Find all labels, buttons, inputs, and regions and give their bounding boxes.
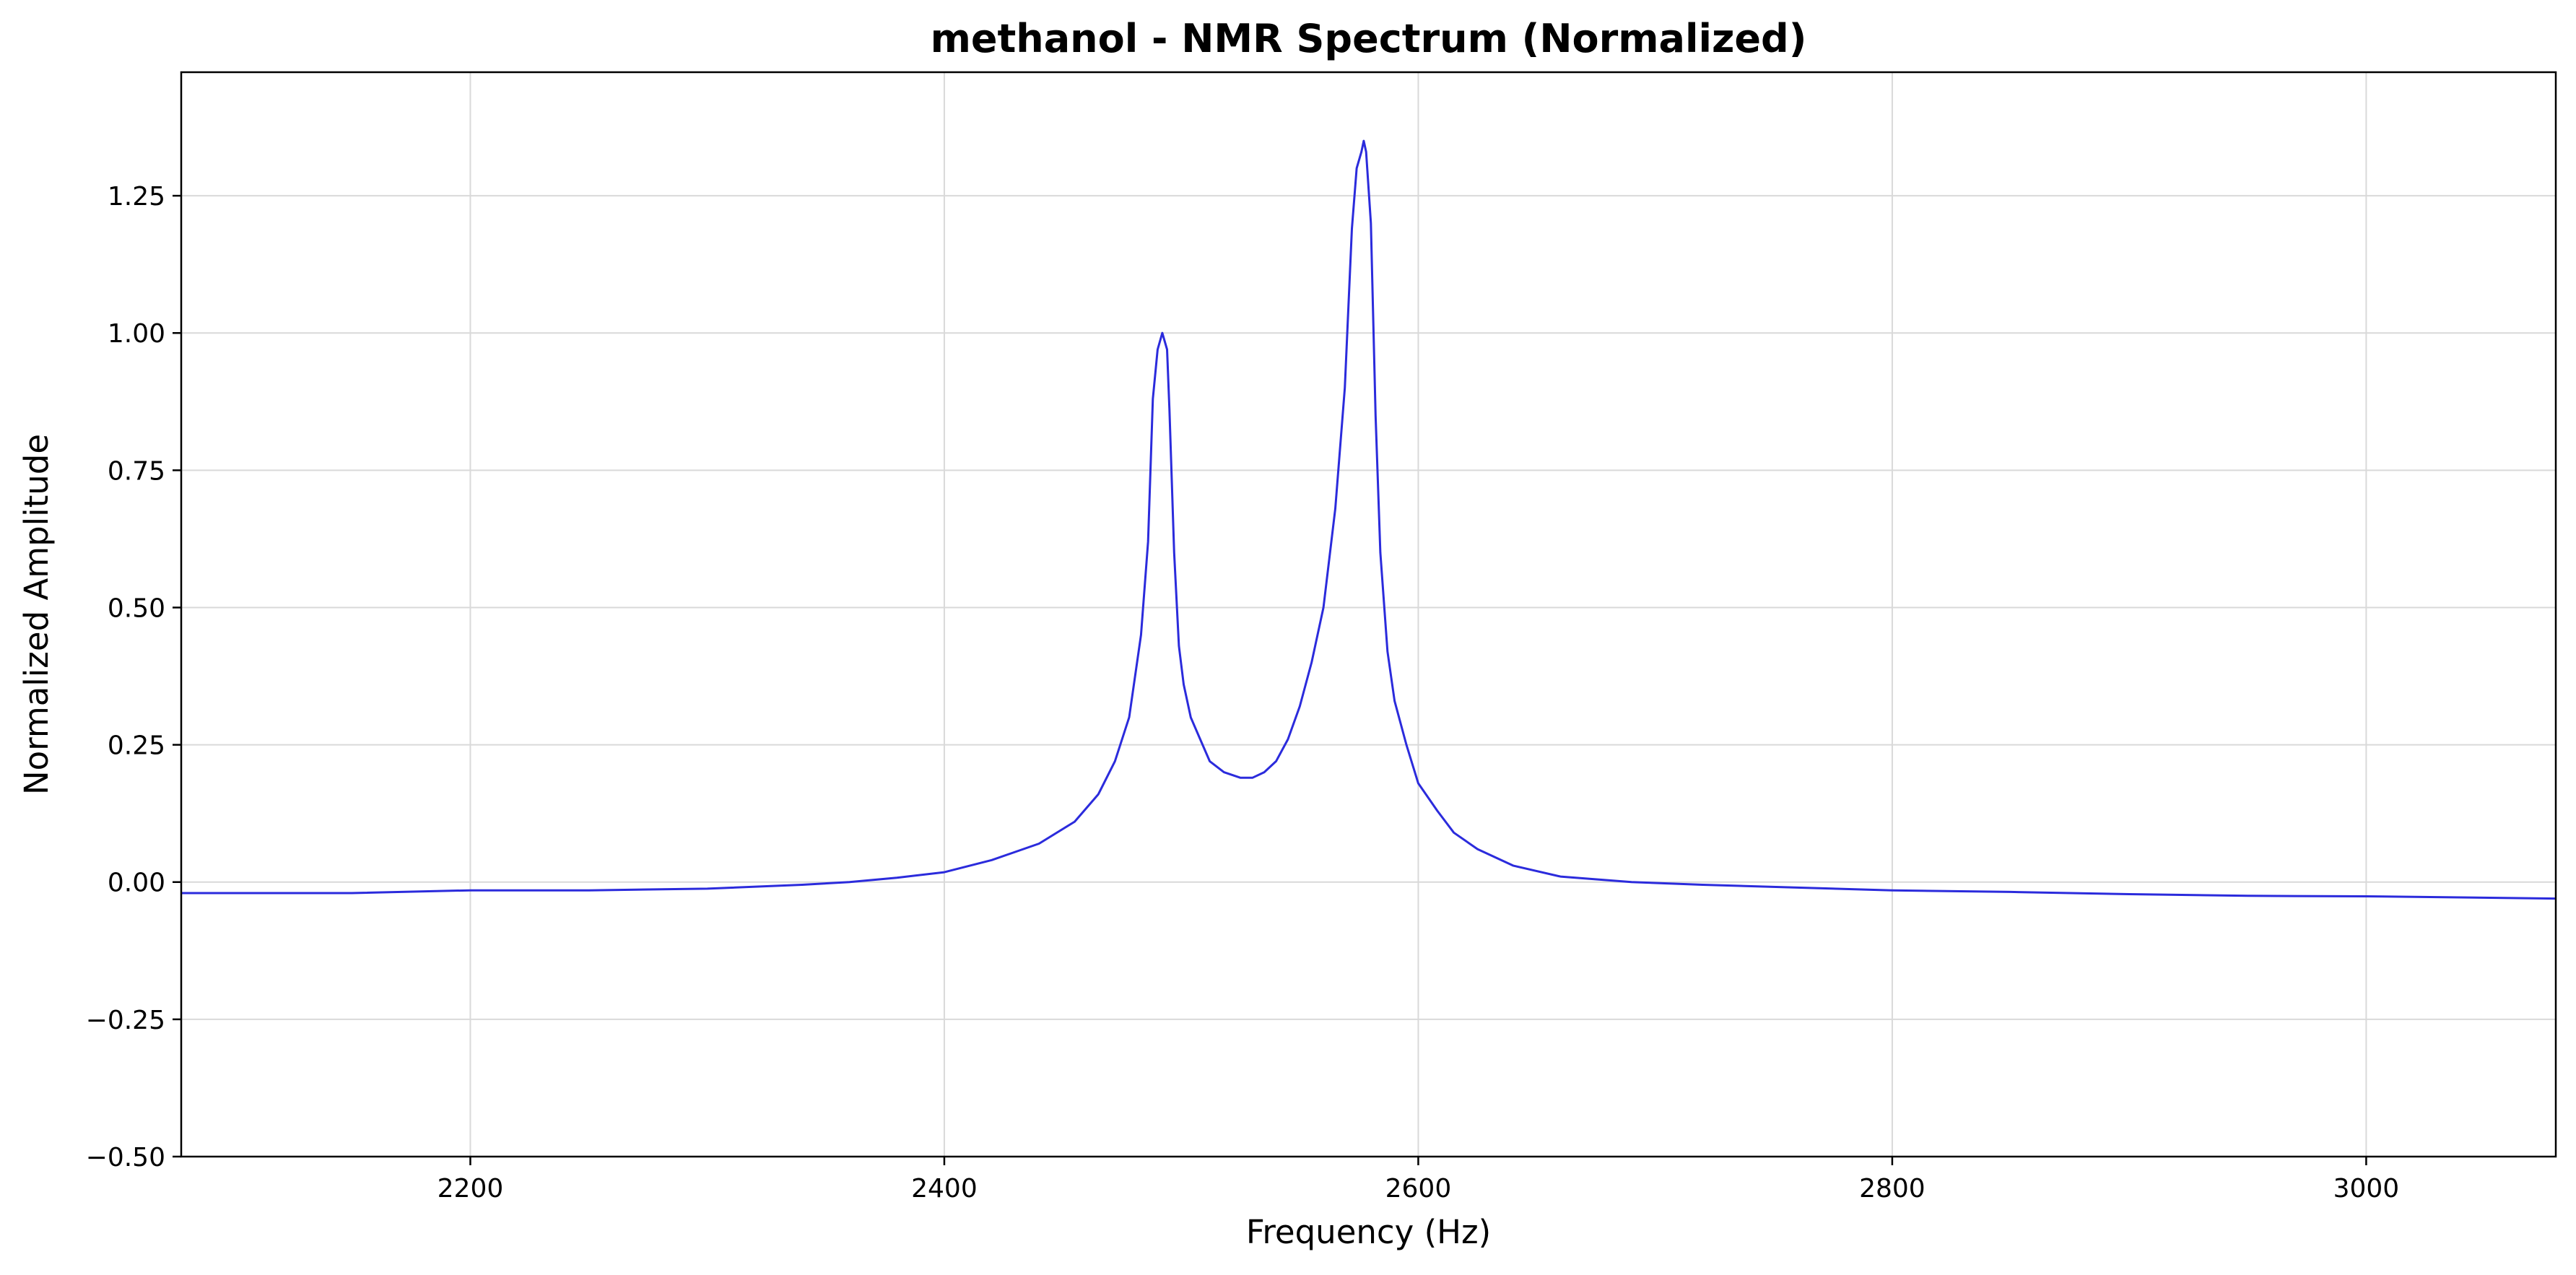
x-tick-label: 2800: [1859, 1174, 1926, 1204]
spectrum-line: [181, 139, 2557, 900]
x-tick-label: 3000: [2333, 1174, 2400, 1204]
y-tick-label: 0.00: [108, 869, 165, 898]
x-tick-label: 2400: [911, 1174, 978, 1204]
y-tick-label: 1.25: [108, 182, 165, 212]
y-tick-label: 0.25: [108, 731, 165, 761]
x-axis-label: Frequency (Hz): [1246, 1213, 1491, 1251]
plot-frame: [180, 71, 2557, 1158]
y-tick-label: 0.50: [108, 593, 165, 623]
tick-labels: 2200 2400 2600 2800 3000 −0.50 −0.25 0.00 0.25 0.…: [86, 182, 2400, 1204]
y-tick-label: −0.25: [86, 1006, 165, 1035]
y-tick-label: 1.00: [108, 319, 165, 349]
y-tick-label: 0.75: [108, 456, 165, 486]
y-axis-label: Normalized Amplitude: [17, 434, 56, 795]
x-tick-label: 2600: [1385, 1174, 1452, 1204]
x-tick-label: 2200: [438, 1174, 504, 1204]
grid: [181, 72, 2556, 1157]
axis-ticks: [173, 194, 2367, 1165]
y-tick-label: −0.50: [86, 1143, 165, 1172]
series-layer: [181, 139, 2557, 900]
chart-title: methanol - NMR Spectrum (Normalized): [931, 16, 1807, 61]
